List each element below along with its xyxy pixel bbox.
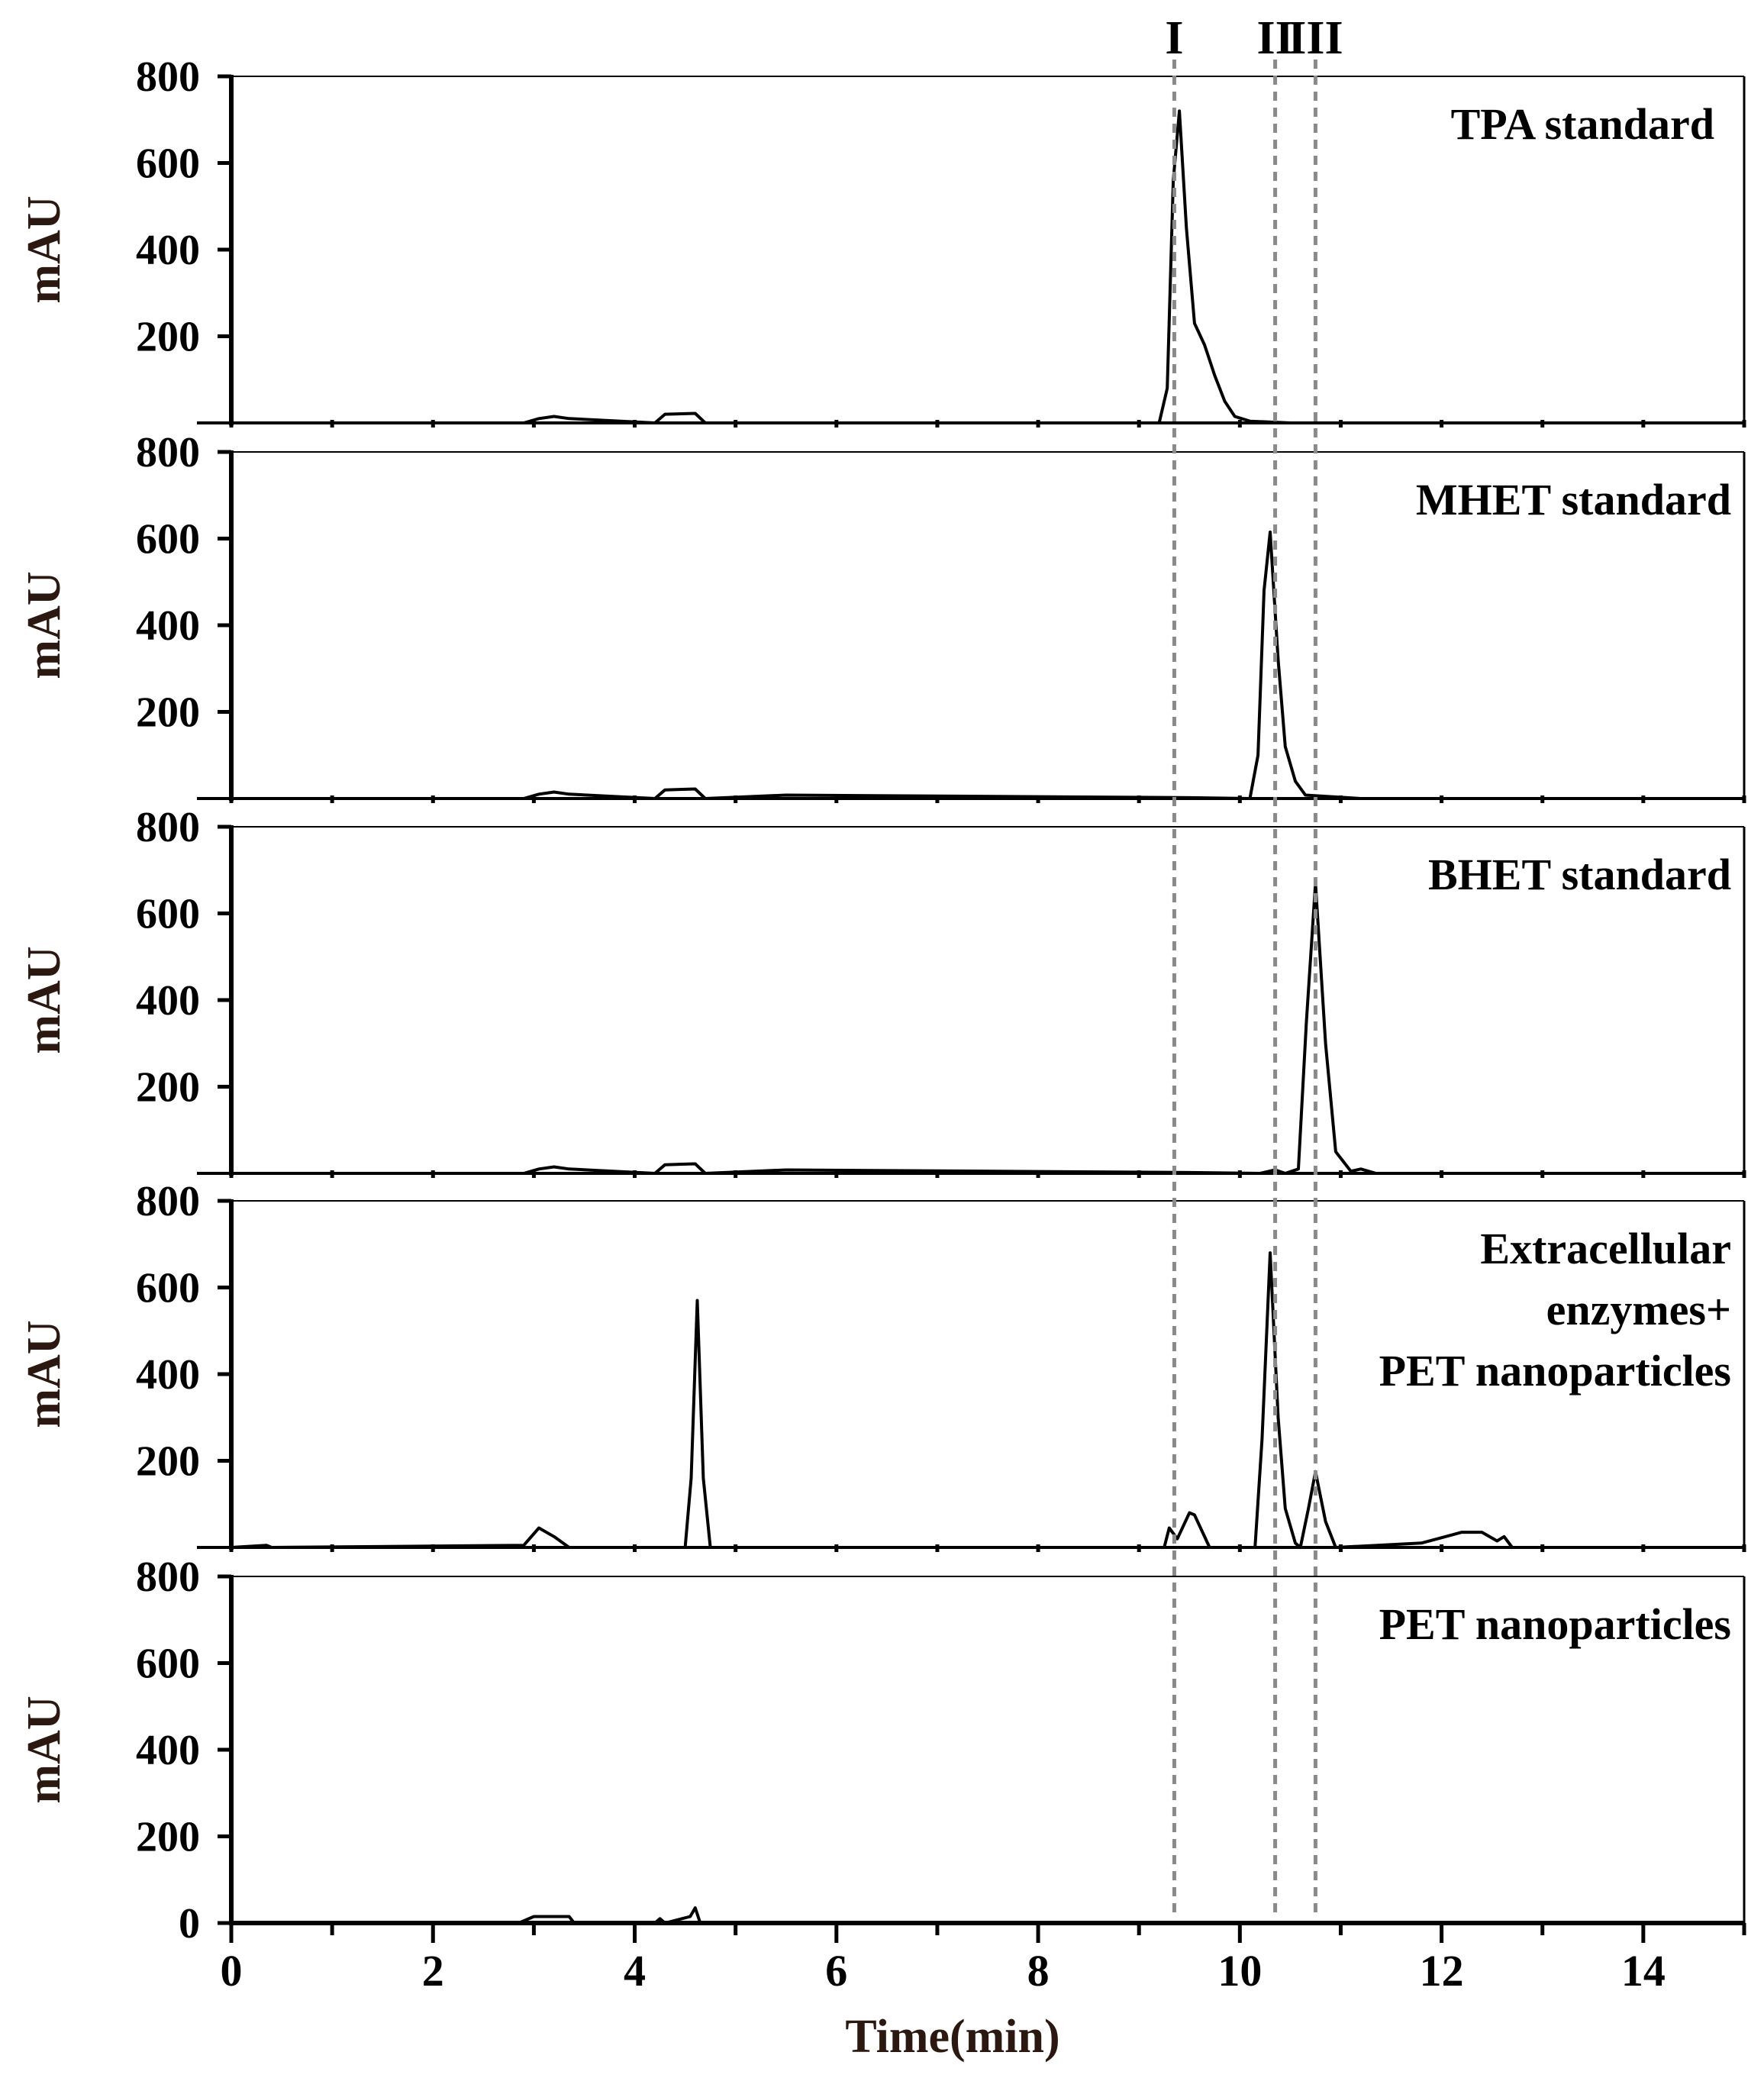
x-tick-label: 12 — [1420, 1946, 1464, 1996]
y-axis-title: mAU — [18, 1696, 70, 1803]
y-tick-label: 400 — [136, 1351, 200, 1399]
y-tick-label: 800 — [136, 1554, 200, 1601]
panel-label: PET nanoparticles — [1379, 1346, 1731, 1396]
chromatogram-trace — [231, 531, 1744, 800]
panel-label: MHET standard — [1416, 475, 1731, 524]
y-axis-title: mAU — [18, 571, 70, 679]
x-tick-label: 10 — [1217, 1946, 1262, 1996]
y-tick-label: 400 — [136, 602, 200, 650]
y-tick-label: 600 — [136, 1265, 200, 1312]
panel-label: Extracellular — [1480, 1224, 1731, 1273]
panel-label: enzymes+ — [1546, 1285, 1731, 1334]
y-tick-label: 800 — [136, 1178, 200, 1225]
y-tick-label: 800 — [136, 429, 200, 476]
y-tick-label: 600 — [136, 891, 200, 938]
y-tick-label: 400 — [136, 977, 200, 1024]
y-axis-title: mAU — [18, 195, 70, 303]
y-tick-label: 400 — [136, 227, 200, 274]
y-tick-label: 400 — [136, 1727, 200, 1774]
x-tick-label: 0 — [221, 1946, 243, 1996]
y-tick-label: 200 — [136, 1064, 200, 1112]
panel-label: TPA standard — [1451, 99, 1714, 149]
panel-label: PET nanoparticles — [1379, 1599, 1731, 1649]
chart-panel-5: 0 200 400 600 800 mAU PET nanoparticles — [18, 1554, 1746, 1947]
y-tick-label: 800 — [136, 53, 200, 101]
panel-label: BHET standard — [1428, 850, 1731, 899]
panels-layer: 200 400 600 800 mAU TPA standard 200 400 600 800 m… — [18, 53, 1746, 1947]
x-tick-label: 8 — [1027, 1946, 1050, 1996]
marker-label: III — [1288, 12, 1343, 64]
x-tick-label: 4 — [624, 1946, 646, 1996]
y-tick-label: 600 — [136, 140, 200, 188]
y-tick-label: 200 — [136, 689, 200, 737]
x-axis-layer: 0 2 4 6 8 10 12 14 — [221, 1923, 1746, 1996]
chromatogram-trace — [231, 881, 1744, 1175]
chart-panel-3: 200 400 600 800 mAU BHET standard — [18, 804, 1746, 1178]
x-tick-label: 14 — [1621, 1946, 1666, 1996]
y-tick-label: 600 — [136, 1641, 200, 1688]
x-tick-label: 6 — [825, 1946, 847, 1996]
y-tick-label: 200 — [136, 314, 200, 361]
marker-label: I — [1165, 12, 1183, 64]
y-tick-label: 200 — [136, 1438, 200, 1486]
y-tick-label: 800 — [136, 804, 200, 851]
chart-panel-2: 200 400 600 800 mAU MHET standard — [18, 429, 1746, 803]
y-tick-label: 0 — [179, 1900, 200, 1947]
x-tick-label: 2 — [422, 1946, 444, 1996]
chart-panel-4: 200 400 600 800 mAU Extracellular enzymes+ PET … — [18, 1178, 1746, 1552]
x-axis-title: Time(min) — [845, 2011, 1059, 2063]
y-tick-label: 200 — [136, 1814, 200, 1861]
chromatogram-trace — [231, 1906, 1744, 1925]
y-axis-title: mAU — [18, 946, 70, 1054]
chart-panel-1: 200 400 600 800 mAU TPA standard — [18, 53, 1746, 428]
y-tick-label: 600 — [136, 516, 200, 563]
chromatogram-trace — [231, 1251, 1744, 1549]
y-axis-title: mAU — [18, 1320, 70, 1428]
marker-label: II — [1256, 12, 1293, 64]
chromatogram-trace — [231, 109, 1744, 424]
